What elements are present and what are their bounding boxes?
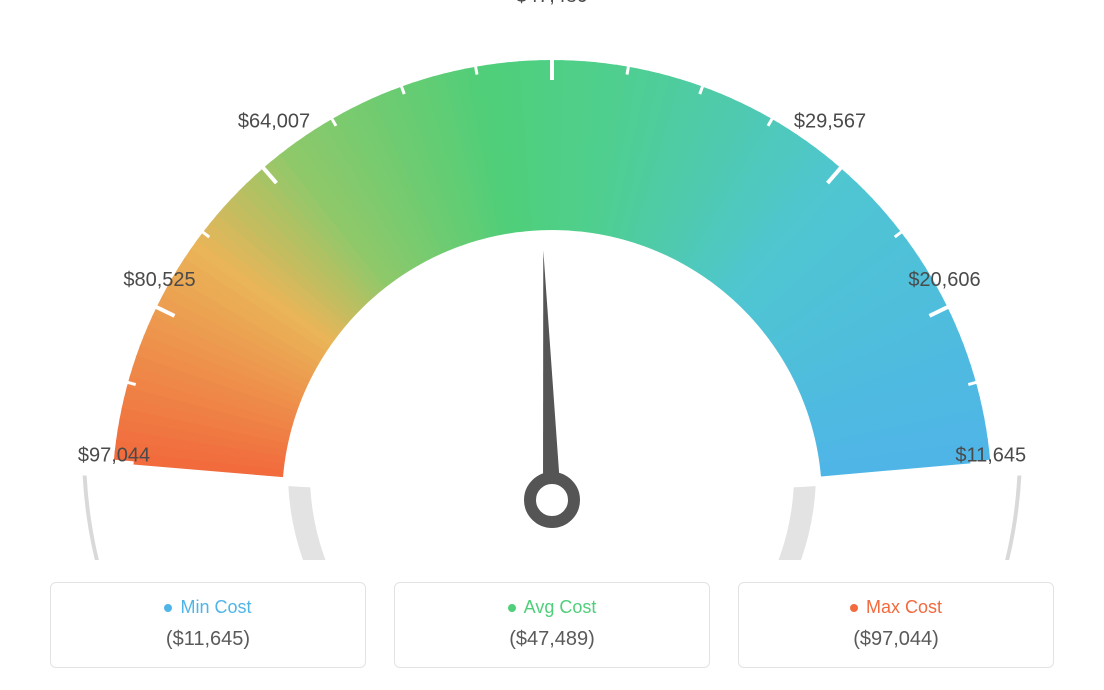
legend-card-max: Max Cost ($97,044) xyxy=(738,582,1054,668)
legend-title-min: Min Cost xyxy=(164,597,251,618)
svg-text:$64,007: $64,007 xyxy=(238,111,310,133)
legend-value-max: ($97,044) xyxy=(749,628,1043,651)
svg-text:$29,567: $29,567 xyxy=(794,111,866,133)
legend-label: Min Cost xyxy=(180,597,251,618)
legend-value-min: ($11,645) xyxy=(61,628,355,651)
svg-text:$20,606: $20,606 xyxy=(908,269,980,291)
svg-text:$97,044: $97,044 xyxy=(78,444,150,466)
svg-text:$80,525: $80,525 xyxy=(123,269,195,291)
legend-label: Max Cost xyxy=(866,597,942,618)
legend-label: Avg Cost xyxy=(524,597,597,618)
dot-icon xyxy=(164,604,172,612)
svg-text:$47,489: $47,489 xyxy=(516,0,588,7)
dot-icon xyxy=(850,604,858,612)
legend-card-avg: Avg Cost ($47,489) xyxy=(394,582,710,668)
legend-card-min: Min Cost ($11,645) xyxy=(50,582,366,668)
legend-title-max: Max Cost xyxy=(850,597,942,618)
gauge-chart: $11,645 $20,606 $29,567 $47,489 $64,007 $80,5… xyxy=(0,0,1104,560)
legend-row: Min Cost ($11,645) Avg Cost ($47,489) Ma… xyxy=(50,582,1054,668)
gauge-container: $11,645 $20,606 $29,567 $47,489 $64,007 $80,5… xyxy=(0,0,1104,560)
dot-icon xyxy=(508,604,516,612)
svg-text:$11,645: $11,645 xyxy=(955,444,1026,466)
legend-value-avg: ($47,489) xyxy=(405,628,699,651)
legend-title-avg: Avg Cost xyxy=(508,597,597,618)
